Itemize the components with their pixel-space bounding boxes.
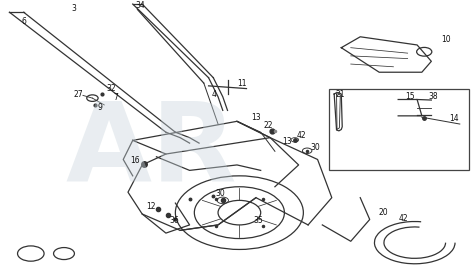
Text: 4: 4 [212,90,217,99]
Text: 35: 35 [254,216,263,225]
Text: 7: 7 [114,93,118,102]
Text: 30: 30 [310,143,320,152]
Text: 36: 36 [170,216,179,225]
Text: 42: 42 [399,214,409,222]
Text: 42: 42 [296,131,306,140]
Text: 20: 20 [378,208,388,217]
Text: 6: 6 [21,17,26,26]
Text: 13: 13 [251,113,261,122]
Text: 16: 16 [130,156,140,165]
Text: 30: 30 [216,189,225,198]
Text: 21: 21 [336,90,345,99]
Text: 12: 12 [146,202,155,211]
Text: 14: 14 [449,114,459,123]
Text: 38: 38 [429,92,438,101]
Text: 34: 34 [135,1,145,10]
FancyBboxPatch shape [329,89,469,170]
Text: 27: 27 [73,90,83,99]
Text: 22: 22 [263,121,273,130]
Text: AR: AR [66,98,237,205]
Text: 15: 15 [405,92,415,101]
Text: 10: 10 [441,35,450,44]
Text: 11: 11 [237,79,246,88]
Text: 3: 3 [71,4,76,13]
Text: 32: 32 [107,84,116,93]
Text: 9: 9 [97,103,102,112]
Text: 13: 13 [282,137,292,146]
